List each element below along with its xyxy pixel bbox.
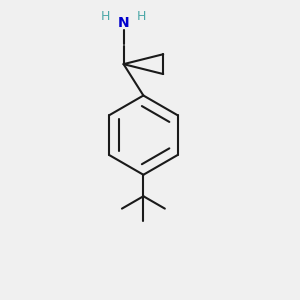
Text: H: H <box>101 11 110 23</box>
Text: H: H <box>137 11 146 23</box>
Text: N: N <box>118 16 129 30</box>
